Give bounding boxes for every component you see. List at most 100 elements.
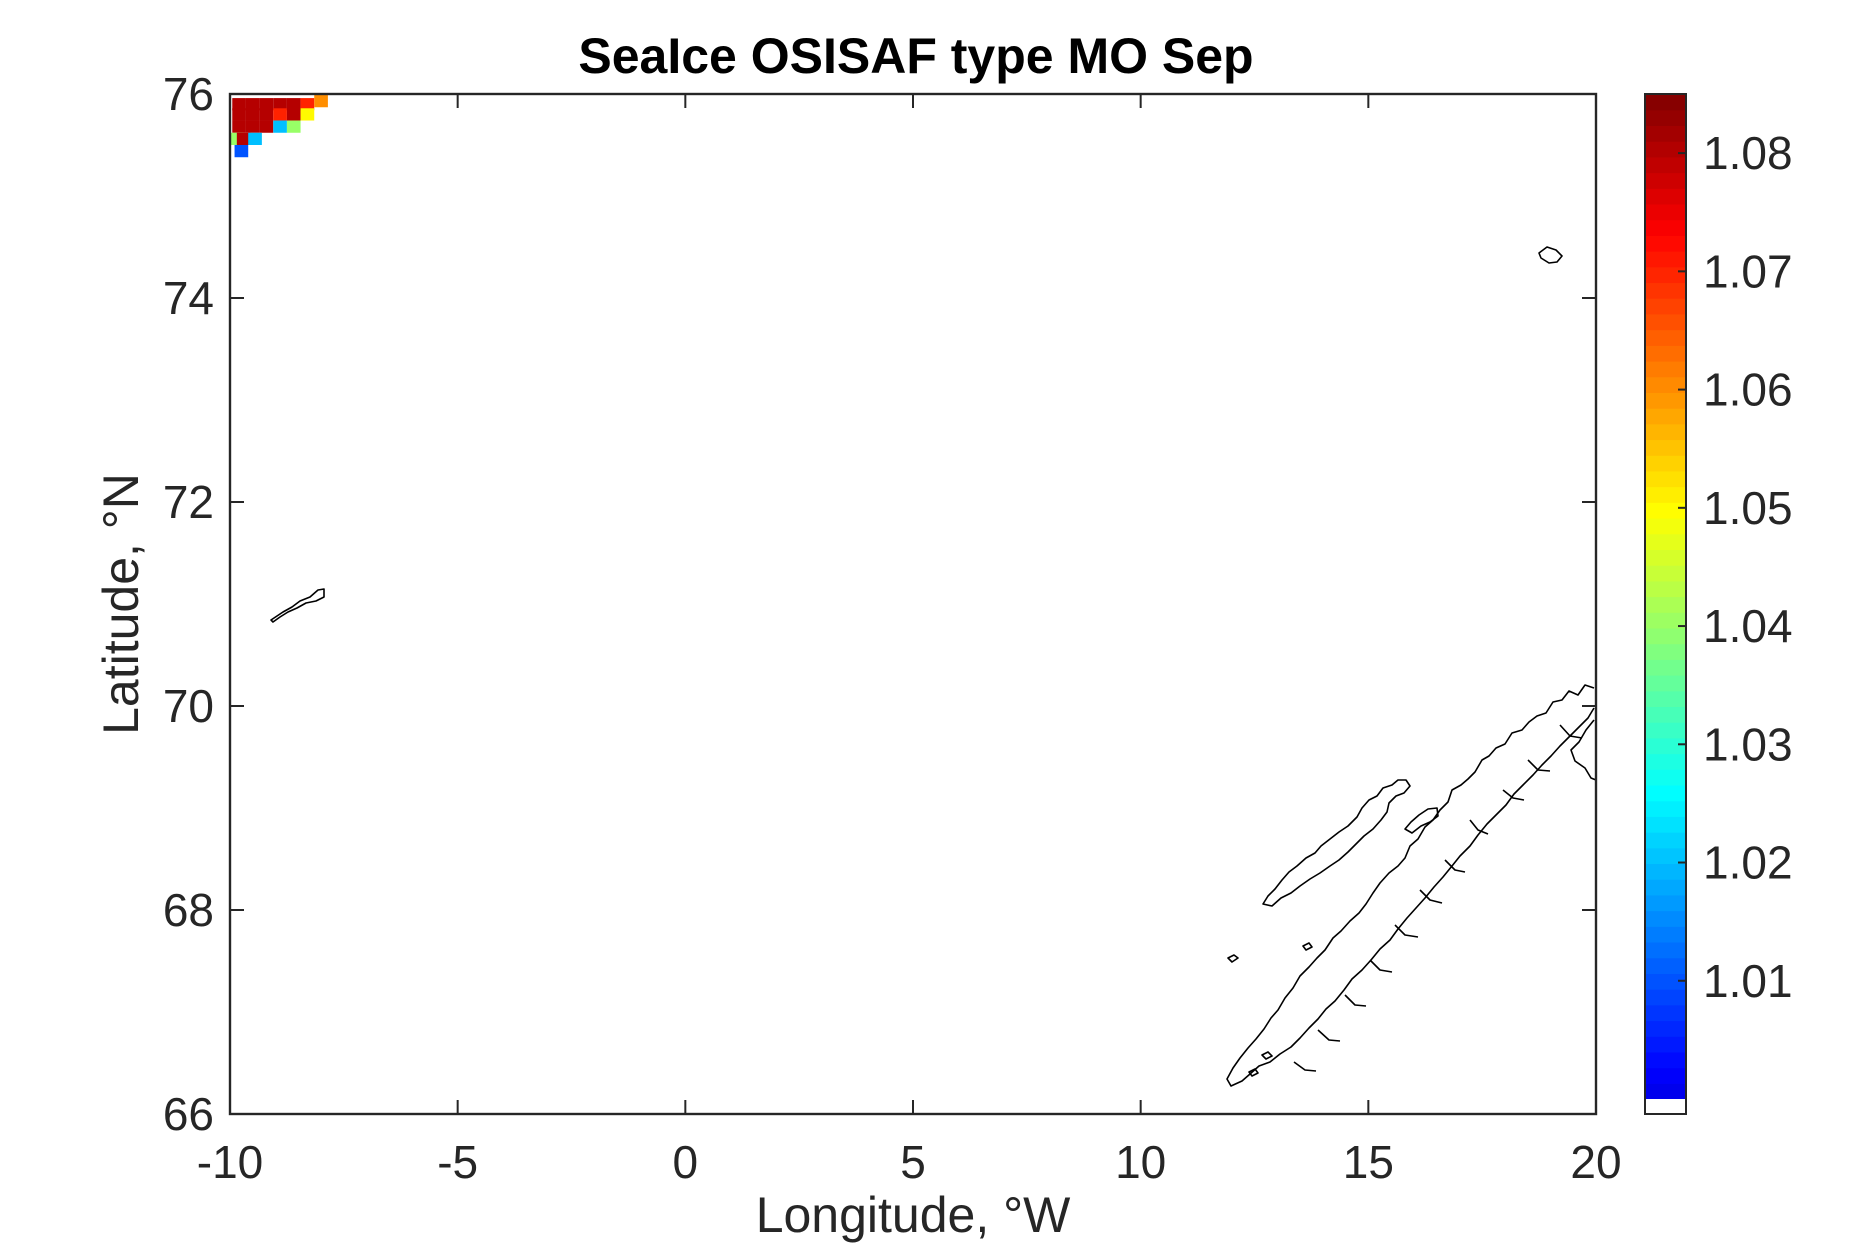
jan-mayen-outline [270,588,325,623]
colorbar-band [1645,690,1686,708]
colorbar-band [1645,329,1686,346]
heatmap-cell [259,98,274,111]
colorbar-band [1645,408,1686,425]
colorbar-band [1645,1004,1686,1022]
colorbar-band [1645,941,1686,959]
lofoten-outline [1262,779,1411,907]
heatmap-cell [300,108,315,121]
colorbar-band [1645,769,1686,786]
colorbar-band [1645,989,1686,1006]
colorbar-band [1645,502,1686,519]
colorbar-band [1645,627,1686,645]
data-cells [230,95,328,158]
y-tick-label: 66 [163,1088,214,1140]
heatmap-cell [232,108,246,121]
y-tick-label: 74 [163,272,214,324]
colorbar-band [1645,910,1686,927]
heatmap-cell [286,120,301,133]
colorbar-band [1645,455,1686,472]
colorbar-band [1645,376,1686,393]
colorbar-band [1645,188,1686,205]
norway-fjords-outline [1293,724,1583,1072]
x-tick-label: -5 [437,1136,478,1188]
y-tick-label: 72 [163,476,214,528]
heatmap-cell [300,98,315,111]
colorbar-band [1645,1036,1686,1053]
x-tick-label: -10 [197,1136,263,1188]
vesteralen-outline [1404,807,1439,834]
colorbar-band [1645,612,1686,629]
x-axis: -10 -5 0 5 10 15 20 [197,94,1622,1188]
heatmap-cell [273,108,287,121]
colorbar-tick-label: 1.07 [1703,245,1793,297]
colorbar-band [1645,125,1686,142]
norway-coast-outline-2 [1570,719,1597,781]
heatmap-cell [273,98,287,111]
colorbar-band [1645,251,1686,268]
colorbar-band [1645,706,1686,723]
colorbar-tick-label: 1.04 [1703,600,1793,652]
colorbar-band [1645,517,1686,535]
colorbar-band [1645,156,1686,174]
x-axis-label: Longitude, °W [756,1187,1071,1243]
colorbar-band [1645,847,1686,865]
colorbar-band [1645,533,1686,550]
colorbar-ticks: 1.01 1.02 1.03 1.04 1.05 1.06 1.07 1.08 [1678,127,1793,1007]
colorbar-band [1645,1083,1686,1100]
colorbar-tick-label: 1.05 [1703,482,1793,534]
coastline [270,246,1597,1087]
colorbar-band [1645,722,1686,739]
colorbar-band [1645,282,1686,299]
bear-island-outline [1538,246,1563,264]
colorbar-band [1645,643,1686,660]
colorbar-band [1645,926,1686,943]
colorbar-band [1645,360,1686,378]
chart-title: SeaIce OSISAF type MO Sep [578,28,1253,84]
heatmap-cell [273,120,287,133]
colorbar-band [1645,423,1686,441]
heatmap-cell [286,108,301,121]
colorbar-band [1645,235,1686,252]
colorbar-band [1645,675,1686,692]
colorbar-band [1645,313,1686,331]
colorbar-tick-label: 1.01 [1703,955,1793,1007]
colorbar-band [1645,784,1686,802]
heatmap-cell [259,108,274,121]
x-tick-label: 0 [673,1136,699,1188]
colorbar-frame [1644,93,1687,1115]
colorbar-band [1645,957,1686,974]
x-tick-label: 15 [1343,1136,1394,1188]
colorbar-band [1645,1051,1686,1069]
colorbar-band [1645,486,1686,503]
heatmap-cell [234,145,249,158]
x-tick-label: 5 [900,1136,926,1188]
plot-background [230,94,1596,1114]
colorbar-band [1645,439,1686,456]
colorbar-band [1645,1020,1686,1037]
colorbar-band [1645,565,1686,582]
colorbar-band [1645,141,1686,158]
y-tick-label: 70 [163,680,214,732]
colorbar-band [1645,816,1686,833]
colorbar-gradient [1645,94,1686,1114]
colorbar-band [1645,94,1686,111]
colorbar-band [1645,172,1686,189]
heatmap-cell [245,98,260,111]
colorbar-tick-label: 1.02 [1703,837,1793,889]
heatmap-cell [248,132,262,145]
colorbar-band [1645,109,1686,127]
colorbar-band [1645,863,1686,880]
colorbar-band [1645,580,1686,598]
heatmap-cell [236,132,251,145]
heatmap-cell [245,120,260,133]
colorbar-band [1645,737,1686,755]
x-tick-label: 10 [1115,1136,1166,1188]
colorbar-band [1645,266,1686,284]
y-tick-label: 76 [163,68,214,120]
heatmap-cell [259,120,274,133]
colorbar-band [1645,832,1686,849]
heatmap-cell [314,95,328,108]
y-axis: 66 68 70 72 74 76 [163,68,1596,1140]
heatmap-cell [286,98,301,111]
